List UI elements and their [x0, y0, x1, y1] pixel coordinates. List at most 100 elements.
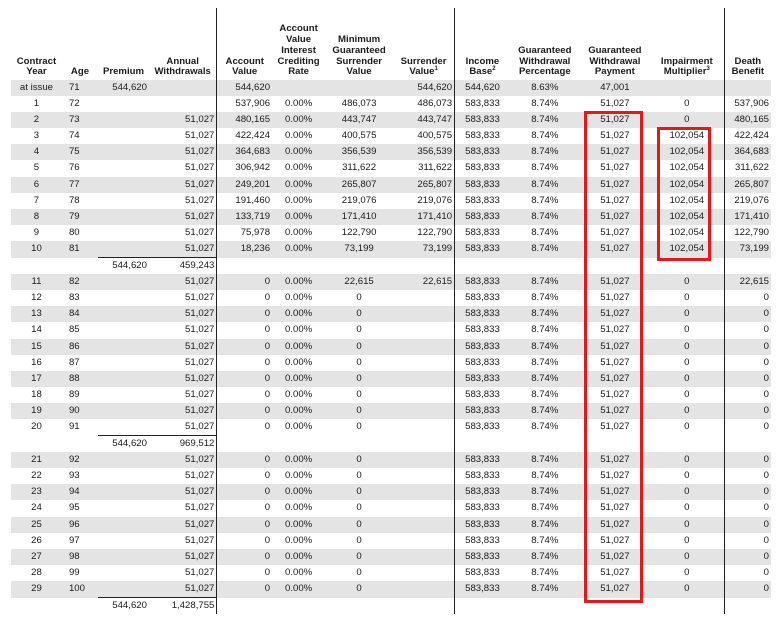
cell-msv: 265,807 [325, 176, 394, 193]
cell-age: 80 [68, 226, 80, 238]
cell-msv: 0 [325, 484, 394, 501]
cell-sv [393, 468, 455, 484]
cell-wd: 51,027 [185, 356, 215, 368]
cell-sv [393, 452, 455, 469]
cell-ib: 583,833 [454, 96, 510, 113]
cell-rate: 0.00% [272, 240, 326, 258]
cell-age: 91 [68, 421, 80, 433]
cell-gwp: 8.74% [509, 112, 580, 129]
cell-im: 102,054 [649, 208, 725, 225]
cell-age [61, 257, 99, 275]
cell-ib: 583,833 [454, 224, 510, 241]
table-row: 25 96 51,027 0 0.00% 0 583,833 8.74% 51,027 0 0 [11, 516, 771, 533]
cell-year: 29 [11, 580, 62, 598]
cell-av: 422,424 [216, 128, 273, 145]
header-row: Contract Year Age Premium Annual Withdra… [11, 8, 771, 80]
cell-gwp: 8.74% [509, 370, 580, 387]
cell-av: 544,620 [216, 80, 273, 97]
cell-rate: 0.00% [272, 274, 326, 291]
cell-msv: 0 [325, 306, 394, 323]
cell-age: 85 [68, 324, 80, 336]
subtotal-row: 544,620 1,428,755 [11, 597, 771, 615]
cell-prem: 544,620 [98, 597, 149, 615]
cell-year: 25 [11, 516, 62, 533]
subtotal-row: 544,620 459,243 [11, 257, 771, 275]
cell-wd: 51,027 [148, 548, 217, 565]
cell-gwpay: 51,027 [579, 452, 650, 469]
header-premium: Premium [102, 66, 145, 78]
cell-prem [98, 580, 149, 598]
cell-rate: 0.00% [272, 484, 326, 501]
cell-im: 102,054 [649, 144, 725, 161]
cell-age [61, 435, 99, 453]
cell-rate: 0.00% [272, 452, 326, 469]
cell-wd: 51,027 [148, 112, 217, 129]
cell-wd: 51,027 [148, 452, 217, 469]
cell-av: 0 [216, 484, 273, 501]
cell-rate: 0.00% [272, 548, 326, 565]
cell-wd: 51,027 [148, 402, 217, 419]
cell-age: 71 [61, 80, 99, 97]
cell-gwpay: 51,027 [579, 580, 650, 598]
cell-av: 0 [216, 354, 273, 371]
cell-av [216, 435, 273, 453]
cell-prem [98, 338, 149, 355]
cell-msv [325, 80, 394, 97]
cell-av: 0 [216, 338, 273, 355]
cell-msv: 486,073 [341, 98, 377, 110]
cell-prem [98, 419, 149, 436]
cell-gwp: 8.74% [509, 208, 580, 225]
cell-wd: 51,027 [148, 144, 217, 161]
cell-gwp: 8.74% [509, 338, 580, 355]
cell-im: 102,054 [649, 176, 725, 193]
cell-rate: 0.00% [284, 162, 313, 174]
cell-im: 0 [649, 548, 725, 565]
cell-prem [98, 500, 149, 516]
cell-msv: 122,790 [341, 226, 377, 238]
header-gw-percentage: Guaranteed Withdrawal Percentage [518, 44, 572, 78]
cell-db: 0 [723, 370, 771, 387]
cell-age: 98 [61, 548, 99, 565]
cell-wd: 51,027 [185, 534, 215, 546]
cell-year: 24 [31, 502, 42, 514]
cell-age: 89 [68, 388, 80, 400]
cell-rate [272, 597, 326, 615]
cell-prem [98, 370, 149, 387]
cell-gwp: 8.74% [531, 194, 559, 206]
cell-gwp: 8.74% [531, 356, 559, 368]
cell-ib: 583,833 [454, 144, 510, 161]
cell-ib: 583,833 [454, 370, 510, 387]
cell-ib: 583,833 [454, 128, 510, 145]
cell-age: 81 [61, 240, 99, 258]
subtotal-row: 544,620 969,512 [11, 435, 771, 453]
cell-wd: 51,027 [148, 484, 217, 501]
cell-gwpay: 51,027 [600, 98, 630, 110]
table-row: 27 98 51,027 0 0.00% 0 583,833 8.74% 51,027 0 0 [11, 548, 771, 565]
cell-im: 0 [684, 502, 690, 514]
cell-wd: 51,027 [148, 208, 217, 225]
table-row: 13 84 51,027 0 0.00% 0 583,833 8.74% 51,027 0 0 [11, 306, 771, 323]
cell-db: 0 [723, 386, 771, 403]
cell-msv: 0 [356, 292, 362, 304]
cell-ib [454, 435, 510, 453]
cell-ib: 583,833 [454, 176, 510, 193]
cell-im [649, 435, 725, 453]
cell-ib: 583,833 [454, 580, 510, 598]
cell-prem [98, 144, 149, 161]
table-row: 19 90 51,027 0 0.00% 0 583,833 8.74% 51,027 0 0 [11, 402, 771, 419]
cell-db: 0 [723, 354, 771, 371]
cell-year [11, 597, 62, 615]
cell-gwpay: 51,027 [600, 421, 630, 433]
cell-db: 73,199 [723, 240, 771, 258]
cell-gwpay: 51,027 [600, 226, 630, 238]
cell-gwp [509, 597, 580, 615]
cell-ib [454, 597, 510, 615]
cell-rate: 0.00% [284, 388, 313, 400]
cell-db: 0 [723, 322, 771, 339]
cell-age: 72 [68, 98, 80, 110]
cell-gwpay: 51,027 [579, 306, 650, 323]
cell-gwp: 8.74% [531, 226, 559, 238]
cell-gwpay: 51,027 [579, 112, 650, 129]
header-impairment-multiplier: Impairment Multiplier3 [660, 55, 713, 78]
cell-year: 1 [33, 98, 40, 110]
